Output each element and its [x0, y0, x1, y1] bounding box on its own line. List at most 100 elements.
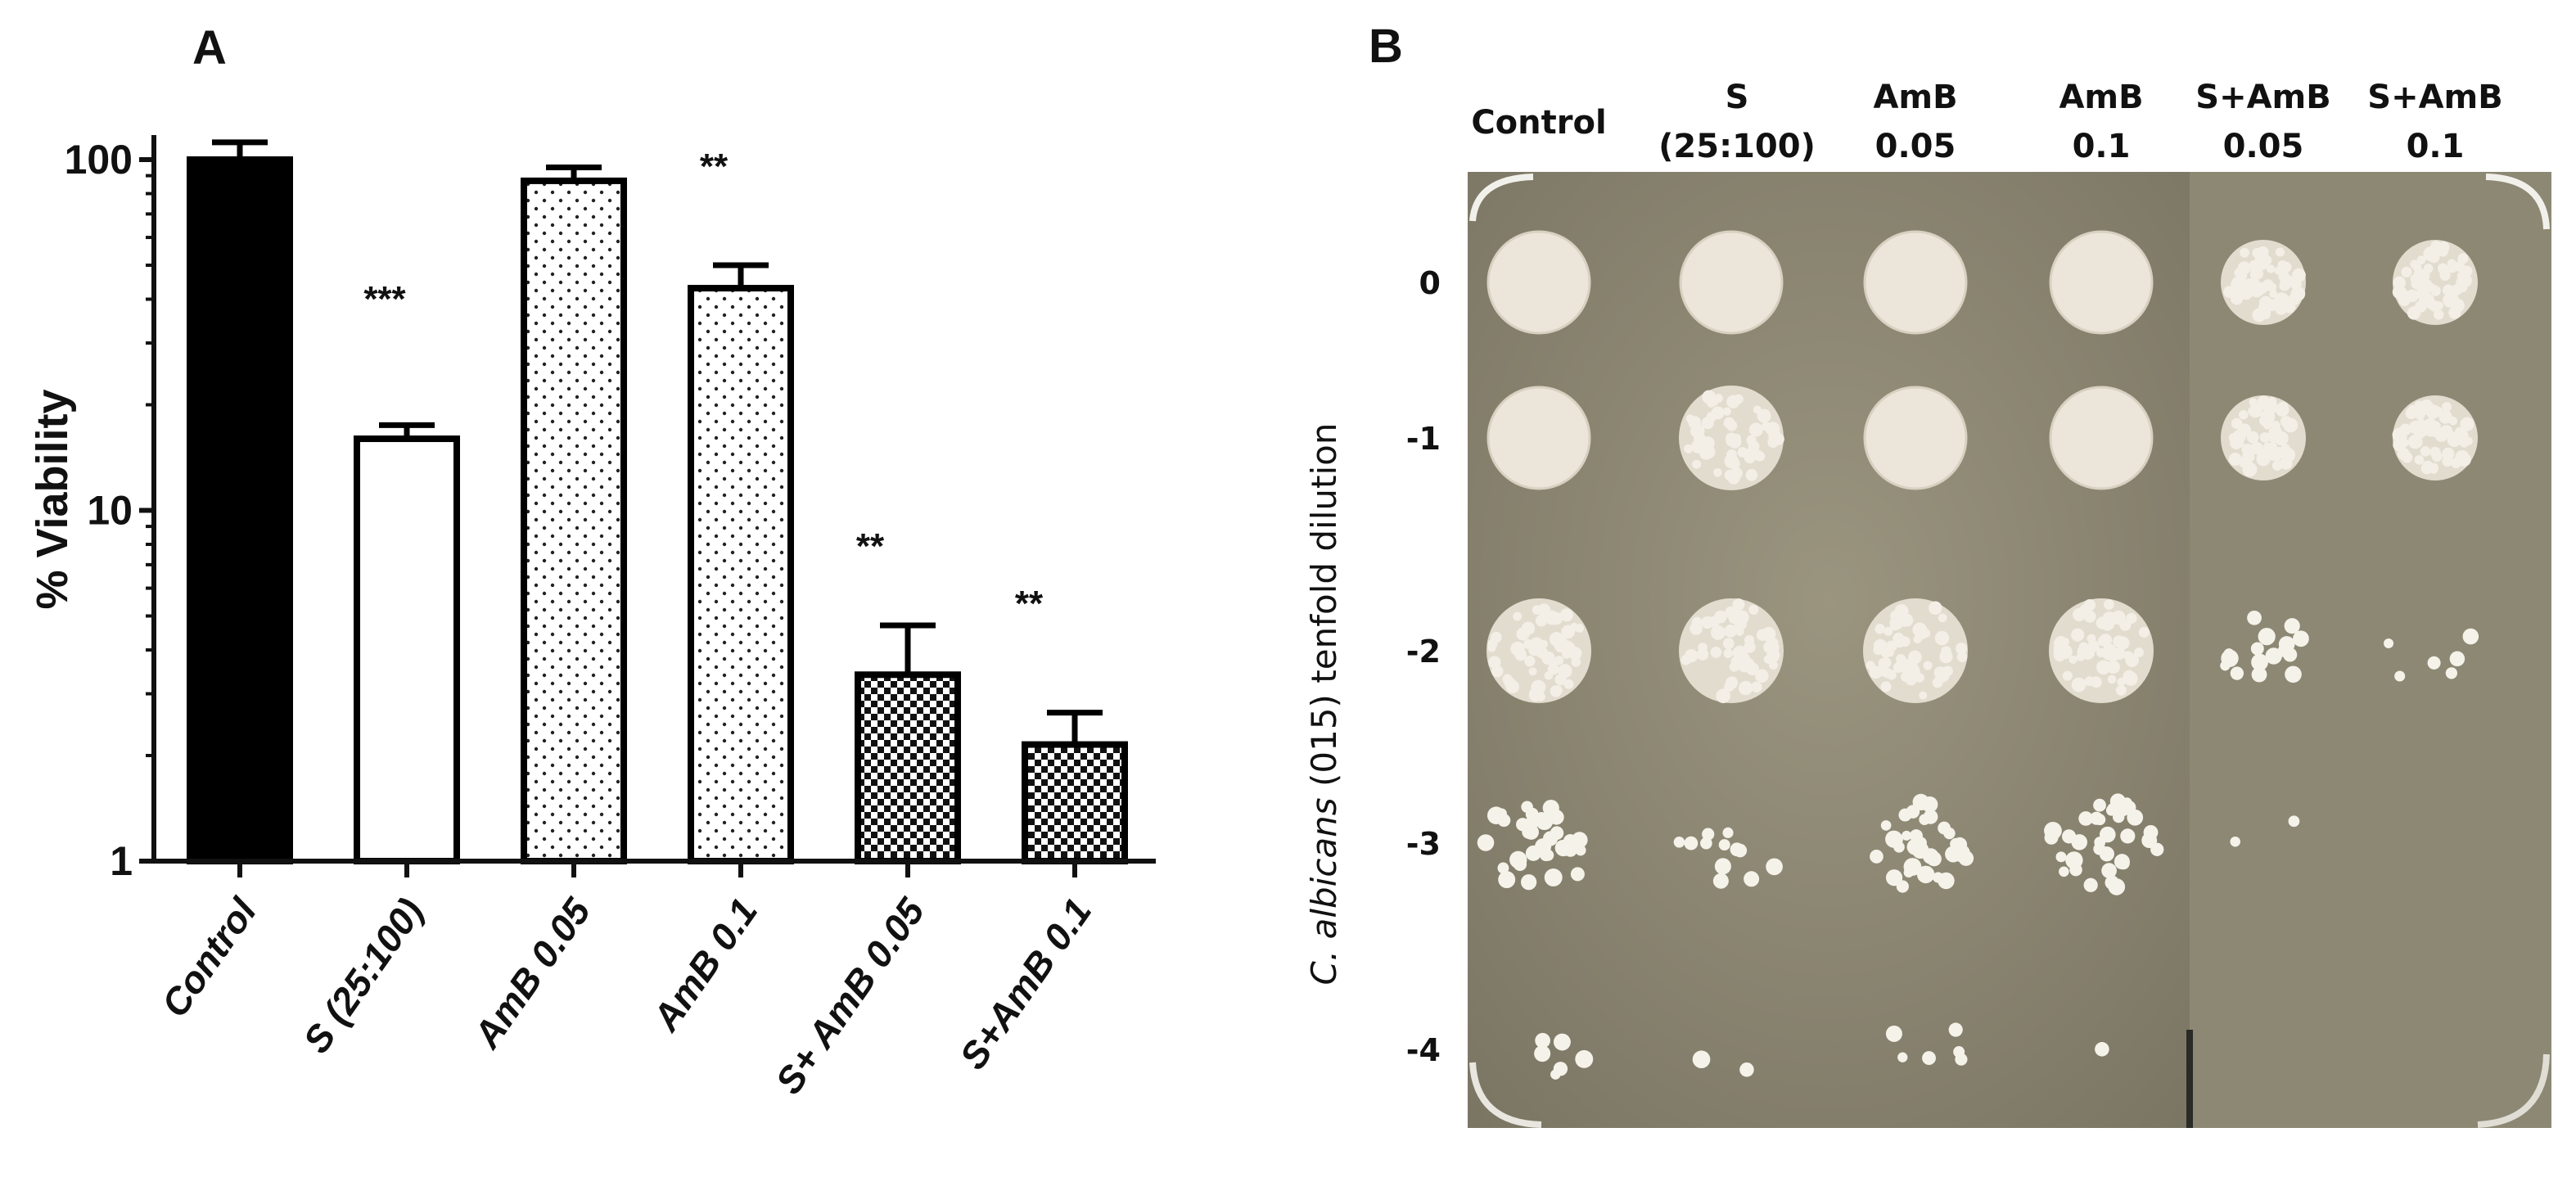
- colony: [1934, 630, 1950, 646]
- colony: [2240, 247, 2250, 258]
- colony: [2232, 429, 2246, 444]
- colony: [2249, 268, 2261, 281]
- colony: [2284, 618, 2300, 634]
- colony: [2055, 851, 2067, 863]
- colony: [2099, 846, 2114, 862]
- colony: [2143, 824, 2159, 840]
- colony: [2439, 269, 2451, 281]
- colony: [1923, 661, 1933, 670]
- colony-spot: [1870, 793, 1974, 893]
- colony: [2071, 628, 2085, 642]
- column-header: AmB: [2059, 79, 2143, 116]
- colony: [1498, 871, 1516, 889]
- colony: [1529, 646, 1540, 656]
- colony: [2251, 653, 2268, 671]
- colony-spot: [1679, 386, 1784, 490]
- colony: [1748, 422, 1763, 437]
- colony: [1739, 1062, 1754, 1077]
- colony: [1718, 839, 1730, 851]
- column-header-sub: (25:100): [1658, 128, 1816, 165]
- colony: [1549, 632, 1564, 647]
- colony: [1487, 638, 1498, 649]
- column-header: S: [1726, 79, 1749, 116]
- colony: [1885, 640, 1897, 652]
- colony: [2248, 407, 2257, 416]
- colony: [2449, 651, 2465, 667]
- column-header: S+AmB: [2195, 79, 2330, 116]
- colony: [1692, 459, 1702, 469]
- colony: [1684, 444, 1694, 453]
- colony: [2258, 295, 2273, 309]
- colony: [1713, 468, 1722, 477]
- colony: [2250, 642, 2264, 656]
- colony: [2285, 451, 2295, 462]
- colony: [2068, 655, 2077, 664]
- colony: [2448, 306, 2461, 319]
- colony: [2412, 437, 2423, 448]
- colony-spot: [2221, 240, 2306, 325]
- colony: [1561, 649, 1572, 659]
- colony: [1885, 1025, 1902, 1042]
- colony: [1738, 661, 1748, 672]
- colony: [1753, 405, 1762, 414]
- colony: [2247, 610, 2262, 625]
- colony: [2447, 263, 2457, 273]
- y-tick-label: 100: [65, 137, 133, 183]
- colony: [1731, 607, 1741, 617]
- row-label: -1: [1406, 421, 1441, 457]
- colony: [2283, 417, 2299, 433]
- colony: [2293, 630, 2309, 647]
- colony: [1535, 615, 1548, 627]
- colony: [2250, 441, 2263, 455]
- colony: [2090, 811, 2104, 825]
- colony: [1710, 625, 1726, 640]
- bar: [187, 156, 293, 864]
- colony-spot: [2230, 815, 2300, 847]
- colony-spot: [1863, 386, 1968, 490]
- colony: [1684, 836, 1699, 850]
- colony: [1535, 1032, 1550, 1049]
- colony: [1563, 834, 1577, 849]
- colony-spot: [1673, 827, 1783, 889]
- column-header-sub: 0.1: [2407, 128, 2465, 165]
- colony: [2413, 268, 2425, 282]
- colony-spot: [2392, 240, 2478, 325]
- colony: [2415, 280, 2427, 292]
- colony: [2093, 798, 2106, 812]
- panel-b-label: B: [1369, 20, 1403, 73]
- x-tick-label: AmB 0.05: [465, 890, 599, 1057]
- colony-spot: [1679, 598, 1784, 704]
- x-tick-label: S+AmB 0.1: [951, 891, 1099, 1077]
- colony: [1889, 620, 1901, 631]
- colony: [1722, 827, 1734, 838]
- column-header-sub: 0.1: [2073, 128, 2131, 165]
- colony-spot: [2044, 793, 2164, 895]
- colony: [2429, 464, 2438, 474]
- colony: [1569, 622, 1579, 632]
- x-tick-label: S+ AmB 0.05: [767, 890, 933, 1102]
- colony-spot: [1534, 1032, 1594, 1080]
- colony: [1865, 661, 1875, 670]
- colony: [2242, 450, 2255, 463]
- colony: [2434, 309, 2444, 320]
- colony: [2457, 253, 2469, 264]
- column-header-sub: 0.05: [2223, 128, 2304, 165]
- colony: [2094, 837, 2106, 848]
- colony-lawn: [1679, 230, 1784, 335]
- colony: [1874, 641, 1884, 651]
- bar: [688, 285, 794, 864]
- colony: [1896, 880, 1909, 893]
- colony: [2076, 652, 2086, 661]
- colony: [2104, 599, 2114, 610]
- colony-lawn: [2049, 386, 2154, 490]
- colony: [2123, 651, 2134, 661]
- colony: [2384, 638, 2394, 649]
- colony: [2125, 674, 2138, 686]
- colony: [2271, 426, 2282, 435]
- colony: [1911, 841, 1929, 859]
- colony: [2439, 425, 2453, 438]
- colony-spot: [2049, 386, 2154, 490]
- colony: [2107, 803, 2118, 814]
- colony: [2221, 649, 2239, 668]
- colony: [1545, 874, 1559, 886]
